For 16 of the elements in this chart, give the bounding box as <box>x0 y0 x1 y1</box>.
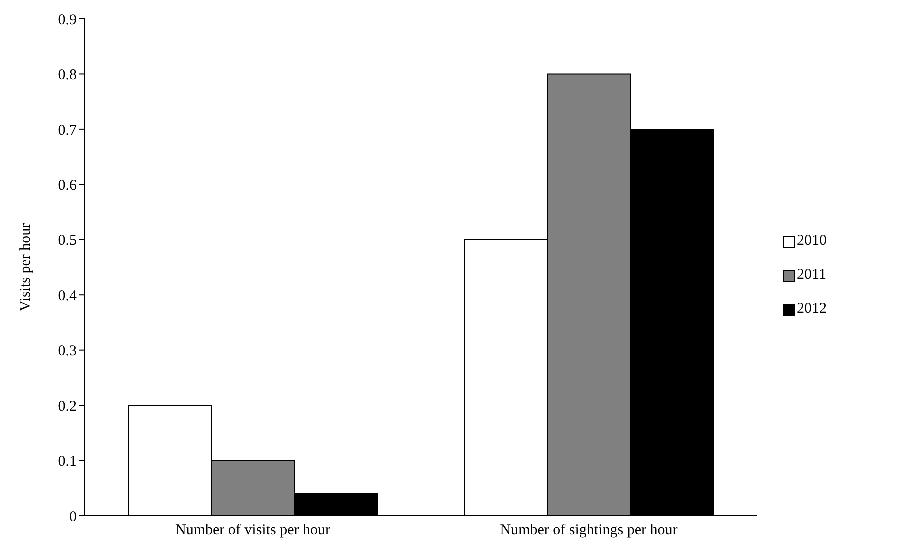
y-tick-label: 0.4 <box>58 288 78 304</box>
y-tick-label: 0.5 <box>58 233 77 250</box>
y-axis-title: Visits per hour <box>18 223 34 312</box>
y-tick-label: 0.8 <box>58 68 77 84</box>
x-tick-label: Number of visits per hour <box>176 522 330 539</box>
y-tick-label: 0.3 <box>58 344 77 360</box>
legend-label: 2010 <box>797 233 827 250</box>
y-tick-label: 0 <box>70 509 77 526</box>
y-tick-label: 0.1 <box>58 454 77 470</box>
legend-label: 2012 <box>797 301 827 318</box>
y-tick-label: 0.9 <box>58 12 77 28</box>
y-tick-label: 0.2 <box>58 398 77 415</box>
y-tick-label: 0.6 <box>58 178 78 194</box>
legend-label: 2011 <box>797 267 826 284</box>
x-tick-label: Number of sightings per hour <box>500 522 678 539</box>
y-tick-label: 0.7 <box>58 122 78 139</box>
